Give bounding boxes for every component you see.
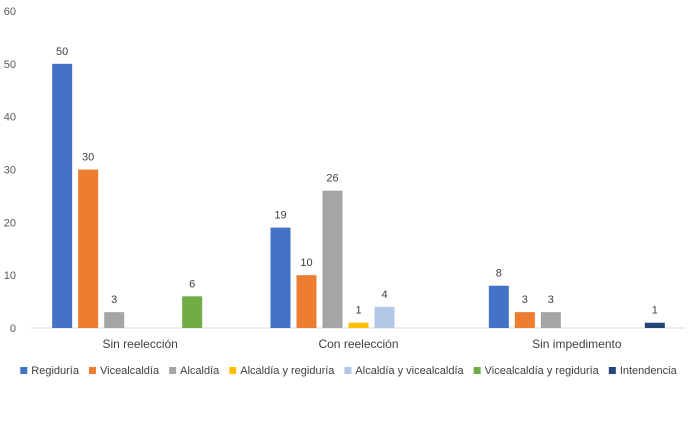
data-labels: 50 30 3 6 19 10 26 1 4 8 3 3 1 <box>56 46 658 317</box>
bar <box>540 312 561 328</box>
bar <box>322 190 343 328</box>
bar <box>104 312 125 328</box>
data-label: 6 <box>189 278 195 290</box>
legend-swatch <box>88 367 96 374</box>
legend-swatch <box>169 367 177 374</box>
data-label: 3 <box>522 294 528 306</box>
legend-label: Alcaldía <box>180 365 220 377</box>
legend-label: Alcaldía y vicealcaldía <box>355 365 464 377</box>
y-tick-label: 60 <box>4 6 16 18</box>
bar <box>270 227 291 328</box>
legend-label: Intendencia <box>620 365 678 377</box>
legend-swatch <box>608 367 616 374</box>
legend-item: Vicealcaldía y regiduría <box>473 365 600 377</box>
legend-label: Vicealcaldía y regiduría <box>485 365 600 377</box>
data-label: 4 <box>381 289 387 301</box>
bar <box>52 63 73 328</box>
legend-item: Intendencia <box>608 365 678 377</box>
legend-label: Vicealcaldía <box>100 365 160 377</box>
legend-item: Regiduría <box>20 365 80 377</box>
legend-swatch <box>473 367 481 374</box>
data-label: 19 <box>274 210 286 222</box>
bar <box>514 312 535 328</box>
bar <box>348 322 369 328</box>
category-label: Con reelección <box>318 337 398 351</box>
legend-item: Alcaldía <box>169 365 220 377</box>
bar <box>296 275 317 328</box>
data-label: 8 <box>496 268 502 280</box>
data-label: 1 <box>652 305 658 317</box>
data-label: 26 <box>326 173 338 185</box>
y-axis-ticks: 0 10 20 30 40 50 60 <box>4 6 16 335</box>
legend-label: Regiduría <box>31 365 80 377</box>
legend-item: Vicealcaldía <box>88 365 160 377</box>
bars <box>52 63 665 328</box>
category-label: Sin reelección <box>102 337 177 351</box>
y-tick-label: 50 <box>4 59 16 71</box>
y-tick-label: 10 <box>4 270 16 282</box>
y-tick-label: 0 <box>10 323 16 335</box>
legend-swatch <box>229 367 237 374</box>
bar <box>644 322 665 328</box>
y-tick-label: 20 <box>4 217 16 229</box>
data-label: 3 <box>111 294 117 306</box>
bar <box>488 285 509 328</box>
category-labels: Sin reelección Con reelección Sin impedime… <box>102 337 621 351</box>
data-label: 3 <box>548 294 554 306</box>
legend-swatch <box>344 367 352 374</box>
data-label: 30 <box>82 152 94 164</box>
category-label: Sin impedimento <box>532 337 622 351</box>
legend-item: Alcaldía y vicealcaldía <box>344 365 465 377</box>
legend: Regiduría Vicealcaldía Alcaldía Alcaldía y … <box>20 365 678 377</box>
legend-item: Alcaldía y regiduría <box>229 365 335 377</box>
bar <box>78 169 99 328</box>
legend-label: Alcaldía y regiduría <box>240 365 335 377</box>
data-label: 1 <box>355 305 361 317</box>
bar <box>182 296 203 328</box>
data-label: 50 <box>56 46 68 58</box>
bar <box>374 306 395 328</box>
data-label: 10 <box>300 257 312 269</box>
y-tick-label: 30 <box>4 165 16 177</box>
legend-swatch <box>20 367 28 374</box>
y-tick-label: 40 <box>4 112 16 124</box>
